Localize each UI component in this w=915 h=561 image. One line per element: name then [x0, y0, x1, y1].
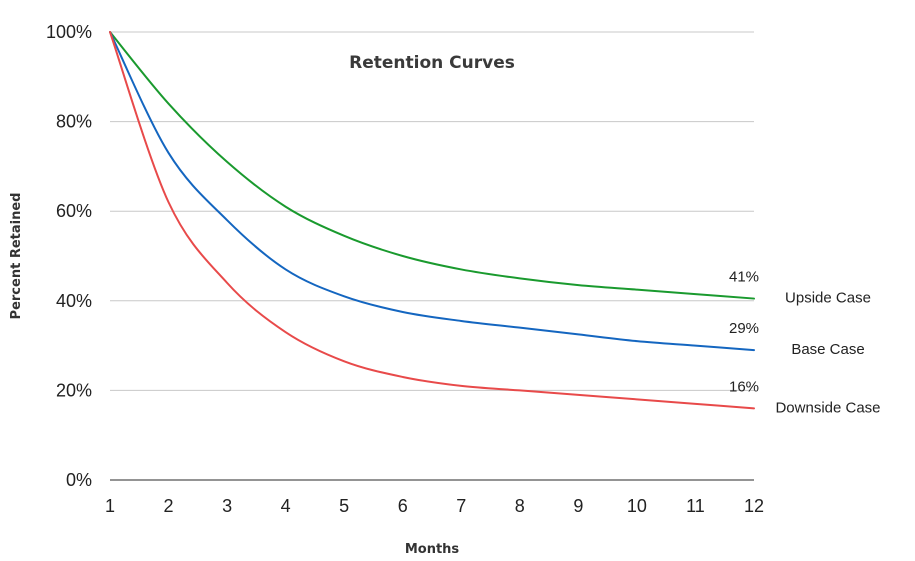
y-tick-label: 60% [56, 201, 92, 221]
chart-title: Retention Curves [349, 53, 515, 73]
y-tick-label: 80% [56, 112, 92, 132]
x-tick-label: 12 [744, 496, 764, 516]
series-lines [109, 31, 755, 410]
series-name-label: Base Case [791, 341, 864, 358]
y-axis-title: Percent Retained [9, 193, 24, 320]
series-line-base-case [109, 31, 755, 352]
series-line-upside-case [109, 31, 755, 300]
x-tick-label: 11 [686, 496, 705, 516]
x-tick-label: 6 [398, 496, 408, 516]
series-name-label: Upside Case [785, 290, 871, 307]
series-name-label: Downside Case [775, 399, 880, 416]
y-tick-label: 0% [66, 470, 92, 490]
end-value-label: 29% [729, 320, 759, 337]
x-tick-label: 1 [105, 496, 115, 516]
x-tick-label: 3 [222, 496, 232, 516]
x-axis-title: Months [405, 542, 460, 557]
x-tick-label: 4 [281, 496, 291, 516]
y-tick-label: 100% [46, 22, 92, 42]
series-line-downside-case [109, 31, 755, 410]
grid-lines [110, 31, 754, 481]
x-tick-label: 9 [573, 496, 583, 516]
x-tick-label: 2 [164, 496, 174, 516]
x-tick-label: 5 [339, 496, 349, 516]
end-value-label: 16% [729, 378, 759, 395]
y-tick-label: 40% [56, 291, 92, 311]
end-value-label: 41% [729, 269, 759, 286]
y-tick-label: 20% [56, 380, 92, 400]
axis-ticks: 0%20%40%60%80%100%1 2 3 4 5 6 7 8 9 10 11 12 [46, 22, 764, 516]
x-tick-label: 7 [456, 496, 466, 516]
x-tick-label: 8 [515, 496, 525, 516]
series-labels: 41% Upside Case 29% Base Case 16% Downside Ca… [729, 269, 881, 417]
x-tick-label: 10 [627, 496, 647, 516]
